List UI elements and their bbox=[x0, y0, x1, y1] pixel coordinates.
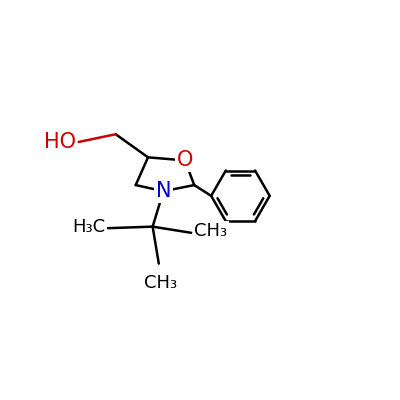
Text: CH₃: CH₃ bbox=[144, 274, 177, 292]
Text: HO: HO bbox=[44, 132, 76, 152]
Text: N: N bbox=[156, 181, 171, 201]
Text: O: O bbox=[177, 150, 193, 170]
Text: H₃C: H₃C bbox=[72, 218, 105, 236]
Text: CH₃: CH₃ bbox=[194, 222, 227, 240]
